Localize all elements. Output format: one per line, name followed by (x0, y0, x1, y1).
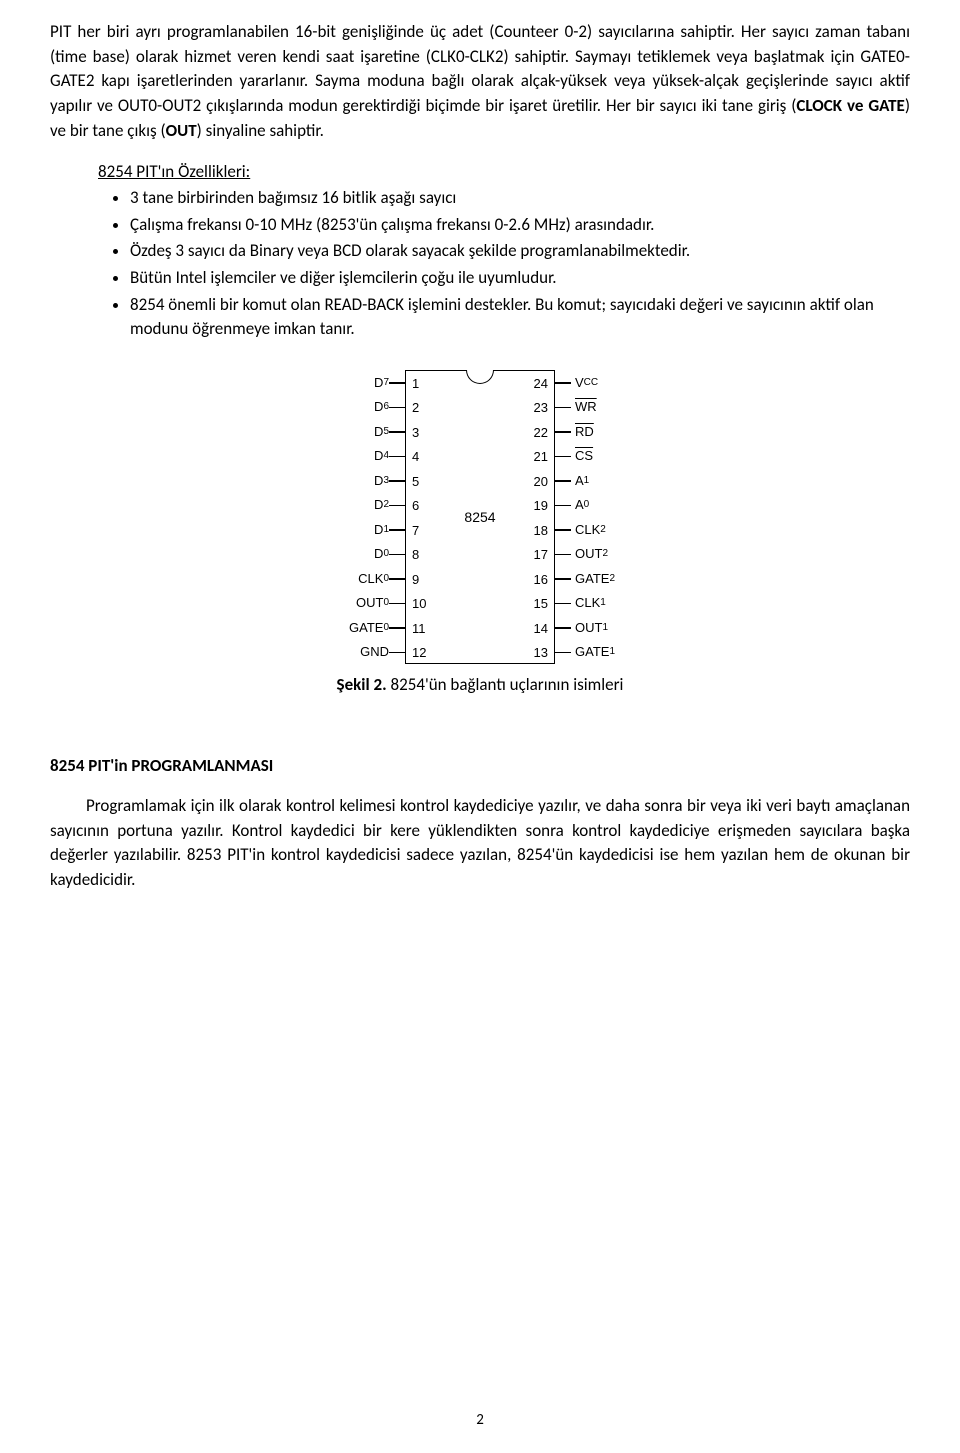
pin-label-right: OUT2 (575, 542, 635, 567)
pin-label-right: OUT1 (575, 615, 635, 640)
bold-out: OUT (166, 120, 197, 141)
chip-figure: 8254124223322421520619718817916101511141… (50, 370, 910, 695)
features-title: 8254 PIT'ın Özellikleri: (98, 161, 910, 182)
pin-label-right: A1 (575, 468, 635, 493)
pin-label-right: A0 (575, 493, 635, 518)
pin-label-left: D1 (329, 517, 389, 542)
pin-label-left: D4 (329, 444, 389, 469)
bold-clock-gate: CLOCK ve GATE (796, 95, 904, 116)
chip-pinout: 8254124223322421520619718817916101511141… (329, 370, 631, 664)
document-page: PIT her biri ayrı programlanabilen 16-bi… (0, 0, 960, 1453)
feature-item: Çalışma frekansı 0-10 MHz (8253'ün çalış… (130, 213, 910, 238)
text: PIT her biri ayrı programlanabilen 16-bi… (50, 21, 910, 116)
text: ) sinyaline sahiptir. (197, 120, 324, 141)
pin-label-right: WR (575, 395, 635, 420)
pin-label-left: D6 (329, 395, 389, 420)
pin-label-right: GATE2 (575, 566, 635, 591)
features-block: 8254 PIT'ın Özellikleri: 3 tane birbirin… (98, 161, 910, 342)
pin-label-left: D3 (329, 468, 389, 493)
page-number: 2 (50, 1411, 910, 1429)
paragraph-programming: Programlamak için ilk olarak kontrol kel… (50, 794, 910, 893)
pin-label-left: D5 (329, 419, 389, 444)
pin-label-left: D2 (329, 493, 389, 518)
caption-label: Şekil 2. (337, 674, 387, 695)
pin-label-right: CS (575, 444, 635, 469)
feature-item: 3 tane birbirinden bağımsız 16 bitlik aş… (130, 186, 910, 211)
caption-text: 8254'ün bağlantı uçlarının isimleri (387, 674, 624, 695)
pin-label-left: D0 (329, 542, 389, 567)
pin-label-left: OUT0 (329, 591, 389, 616)
pin-label-left: CLK0 (329, 566, 389, 591)
pin-label-right: RD (575, 419, 635, 444)
pin-label-left: GATE0 (329, 615, 389, 640)
pin-label-right: CLK1 (575, 591, 635, 616)
paragraph-intro: PIT her biri ayrı programlanabilen 16-bi… (50, 20, 910, 143)
section-heading: 8254 PIT'in PROGRAMLANMASI (50, 755, 910, 776)
figure-caption: Şekil 2. 8254'ün bağlantı uçlarının isim… (337, 674, 624, 695)
pin-label-right: VCC (575, 370, 635, 395)
pin-label-left: D7 (329, 370, 389, 395)
pin-label-right: GATE1 (575, 640, 635, 665)
feature-item: 8254 önemli bir komut olan READ-BACK işl… (130, 293, 910, 342)
feature-item: Bütün Intel işlemciler ve diğer işlemcil… (130, 266, 910, 291)
feature-item: Özdeş 3 sayıcı da Binary veya BCD olarak… (130, 239, 910, 264)
pin-label-right: CLK2 (575, 517, 635, 542)
features-list: 3 tane birbirinden bağımsız 16 bitlik aş… (98, 186, 910, 342)
pin-label-left: GND (329, 640, 389, 665)
